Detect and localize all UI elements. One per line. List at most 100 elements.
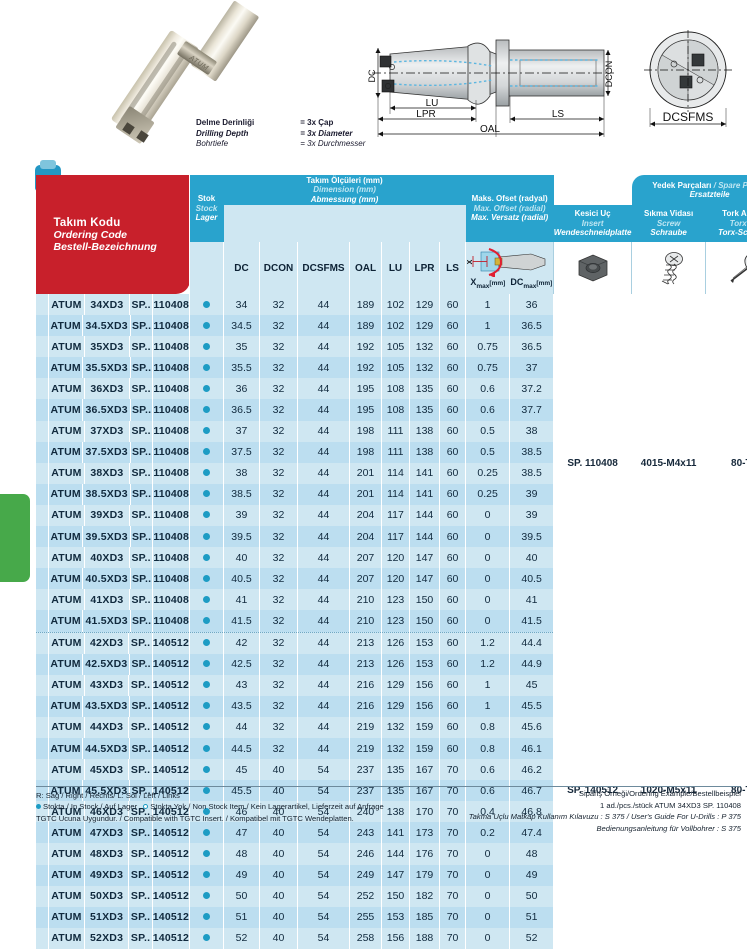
cell-oal: 210 (350, 610, 382, 632)
cell-oal: 210 (350, 589, 382, 610)
cell-stock-status (190, 463, 224, 484)
torx-header-en: Torx Key (706, 219, 747, 228)
cell-lu: 102 (382, 315, 410, 336)
cell-stock-status (190, 843, 224, 864)
cell-dcmax: 36.5 (510, 315, 554, 336)
footer-compat-note: TGTC Ucuna Uygundur. / Compatible with T… (36, 813, 456, 824)
cell-ls: 60 (440, 610, 466, 632)
cell-dcmax: 39.5 (510, 526, 554, 547)
cell-oal: 252 (350, 886, 382, 907)
cell-dc: 40.5 (224, 568, 260, 589)
cell-dc: 45 (224, 759, 260, 780)
in-stock-dot-icon (203, 723, 210, 730)
cell-xmax: 0 (466, 907, 510, 928)
cell-dcon: 32 (260, 336, 298, 357)
cell-lpr: 156 (410, 675, 440, 696)
stock-header-en: Stock (190, 204, 224, 213)
cell-stock-status (190, 399, 224, 420)
cell-dcsfms: 44 (298, 738, 350, 759)
cell-screw-code: 4015-M4x11 (632, 294, 706, 632)
cell-xmax: 0.8 (466, 738, 510, 759)
cell-torx-code: 80-T15 (706, 294, 747, 632)
cell-oal: 189 (350, 294, 382, 315)
cell-lpr: 144 (410, 505, 440, 526)
cell-dc: 48 (224, 843, 260, 864)
cell-oal: 204 (350, 526, 382, 547)
in-stock-dot-icon (203, 490, 210, 497)
screw-icon-cell (632, 242, 706, 294)
cell-ls: 60 (440, 294, 466, 315)
cell-oal: 195 (350, 399, 382, 420)
cell-ls: 60 (440, 336, 466, 357)
in-stock-dot-icon (36, 804, 41, 809)
cell-lpr: 129 (410, 294, 440, 315)
cell-ls: 60 (440, 738, 466, 759)
cell-lu: 105 (382, 336, 410, 357)
cell-dc: 40 (224, 547, 260, 568)
cell-oal: 198 (350, 442, 382, 463)
cell-dcon: 40 (260, 928, 298, 949)
svg-text:LS: LS (552, 109, 565, 120)
dimension-group-tr: Takım Ölçüleri (mm) (224, 176, 466, 185)
cell-dcmax: 38.5 (510, 442, 554, 463)
cell-lpr: 132 (410, 336, 440, 357)
cell-stock-status (190, 568, 224, 589)
cell-dcon: 32 (260, 421, 298, 442)
cell-ls: 70 (440, 886, 466, 907)
cell-lu: 126 (382, 632, 410, 654)
cell-ls: 60 (440, 675, 466, 696)
cell-xmax: 0 (466, 843, 510, 864)
cell-xmax: 1 (466, 696, 510, 717)
cell-xmax: 0.6 (466, 399, 510, 420)
cell-lu: 153 (382, 907, 410, 928)
offset-group-tr: Maks. Ofset (radyal) (466, 194, 554, 203)
non-stock-dot-icon (143, 804, 148, 809)
depth-note-tr-label: Delme Derinliği (196, 118, 254, 129)
cell-dc: 44 (224, 717, 260, 738)
cell-lu: 111 (382, 442, 410, 463)
cell-dcon: 40 (260, 759, 298, 780)
cell-dcsfms: 44 (298, 399, 350, 420)
cell-lu: 123 (382, 610, 410, 632)
cell-stock-status (190, 589, 224, 610)
cell-stock-status (190, 378, 224, 399)
in-stock-dot-icon (203, 913, 210, 920)
cell-xmax: 0.75 (466, 336, 510, 357)
torx-icon-cell (706, 242, 747, 294)
in-stock-dot-icon (203, 301, 210, 308)
col-lpr: LPR (410, 242, 440, 294)
cell-dcsfms: 44 (298, 610, 350, 632)
cell-dcsfms: 44 (298, 378, 350, 399)
cell-stock-status (190, 696, 224, 717)
cell-ls: 60 (440, 568, 466, 589)
user-guide-line-2: Bedienungsanleitung für Vollbohrer : S 3… (441, 823, 741, 835)
cell-ls: 60 (440, 399, 466, 420)
cell-lu: 144 (382, 843, 410, 864)
cell-dcmax: 49 (510, 865, 554, 886)
cell-dcsfms: 44 (298, 717, 350, 738)
cell-dc: 41.5 (224, 610, 260, 632)
svg-text:OAL: OAL (480, 124, 500, 135)
in-stock-dot-icon (203, 934, 210, 941)
cell-dc: 42 (224, 632, 260, 654)
cell-dcmax: 45.5 (510, 696, 554, 717)
depth-note-de-label: Bohrtiefe (196, 139, 254, 150)
cell-stock-status (190, 675, 224, 696)
cell-dcon: 32 (260, 315, 298, 336)
cell-lu: 117 (382, 526, 410, 547)
cell-xmax: 0.75 (466, 357, 510, 378)
cell-oal: 219 (350, 717, 382, 738)
screw-header: Sıkma Vidası Screw Schraube (632, 205, 706, 242)
in-stock-dot-icon (203, 511, 210, 518)
svg-text:DC: DC (368, 69, 377, 82)
cell-xmax: 1 (466, 315, 510, 336)
cell-stock-status (190, 928, 224, 949)
